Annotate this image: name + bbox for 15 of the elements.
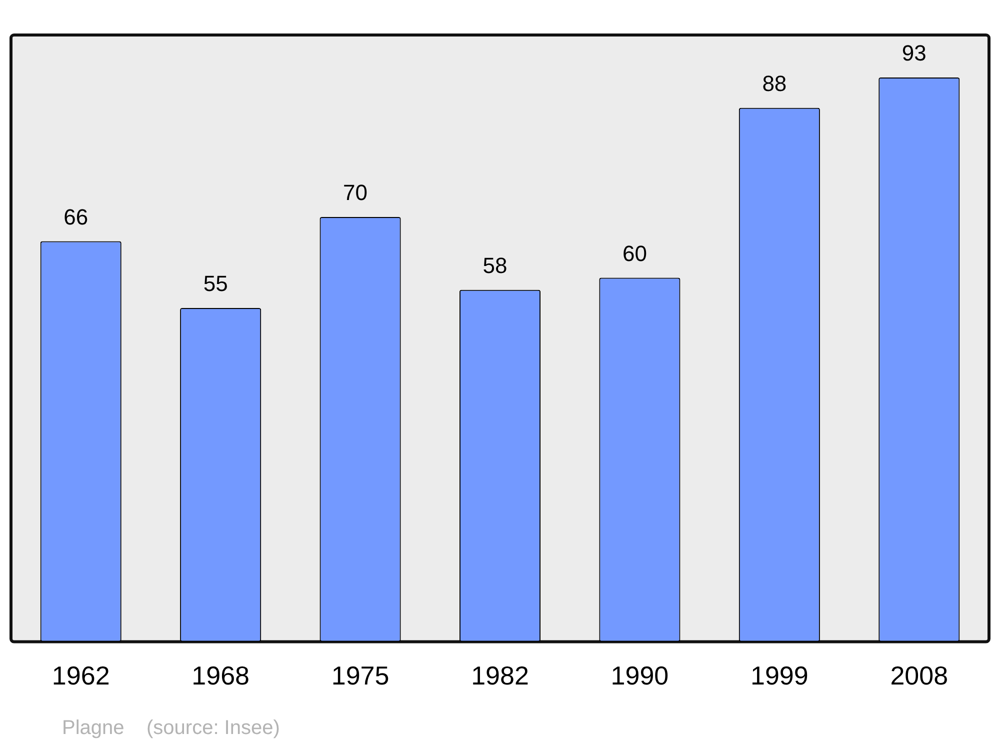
data-label: 93 — [902, 40, 926, 66]
x-tick-label: 1982 — [471, 660, 529, 691]
data-label: 70 — [343, 180, 368, 206]
data-label: 55 — [203, 271, 228, 296]
x-tick-label: 1975 — [331, 660, 390, 691]
data-label: 66 — [64, 204, 88, 230]
data-label: 88 — [762, 70, 787, 96]
data-label: 60 — [622, 240, 647, 266]
x-tick-label: 2008 — [890, 660, 948, 691]
text: Plagne (source: Insee) — [62, 717, 280, 740]
data-label: 58 — [482, 252, 508, 278]
x-tick-label: 1999 — [750, 660, 808, 691]
x-tick-label: 1990 — [610, 660, 669, 691]
x-tick-label: 1962 — [52, 660, 110, 691]
x-tick-label: 1968 — [192, 660, 250, 691]
